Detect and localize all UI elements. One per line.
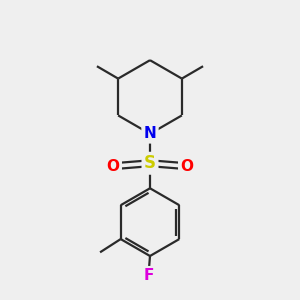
Text: S: S xyxy=(144,154,156,172)
Text: O: O xyxy=(107,159,120,174)
Text: N: N xyxy=(144,126,156,141)
Text: F: F xyxy=(143,268,154,283)
Text: O: O xyxy=(180,159,193,174)
